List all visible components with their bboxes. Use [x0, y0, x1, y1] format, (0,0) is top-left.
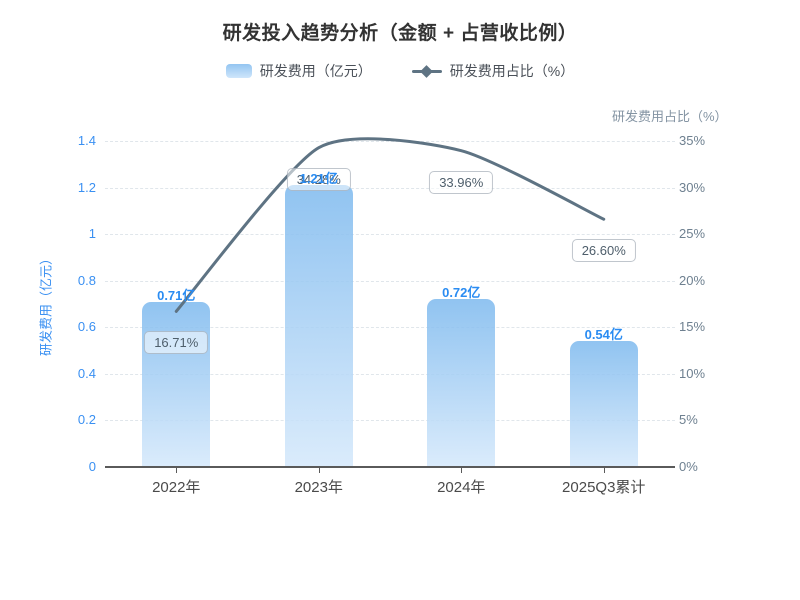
legend-item-bar-series[interactable]: 研发费用（亿元） [225, 61, 372, 81]
x-axis-label: 2025Q3累计 [562, 479, 646, 496]
x-axis-label: 2024年 [437, 479, 486, 496]
left-axis-title: 研发费用（亿元） [38, 251, 54, 357]
x-axis-label: 2023年 [294, 479, 343, 496]
legend-line-label: 研发费用占比（%） [449, 63, 575, 79]
line-series-swatch-icon [411, 64, 442, 78]
bar-value-label: 0.54亿 [584, 327, 623, 343]
right-tick-label: 0% [679, 459, 698, 474]
x-axis-tick [603, 467, 605, 473]
left-tick-label: 0.4 [77, 365, 96, 381]
left-tick-label: 1.4 [77, 133, 96, 148]
bar-value-label: 0.71亿 [157, 287, 196, 303]
left-tick-label: 1.2 [77, 179, 96, 195]
left-tick-label: 1 [88, 226, 96, 242]
percent-label: 16.71% [144, 331, 209, 355]
x-axis-tick [318, 467, 320, 473]
right-tick-label: 20% [679, 272, 706, 288]
legend-item-line-series[interactable]: 研发费用占比（%） [411, 61, 575, 81]
grid-line [105, 234, 675, 236]
left-tick-label: 0.8 [77, 272, 96, 288]
x-axis-label: 2022年 [152, 479, 201, 496]
bar-series-swatch-icon [225, 64, 252, 78]
bar-value-label: 0.72亿 [442, 285, 481, 301]
left-tick-label: 0.2 [77, 412, 96, 428]
chart-title: 研发投入趋势分析（金额 + 占营收比例） [222, 23, 578, 44]
bar[interactable] [284, 185, 353, 467]
right-tick-label: 5% [679, 412, 698, 428]
left-tick-label: 0.6 [77, 319, 96, 335]
legend-bar-label: 研发费用（亿元） [259, 63, 372, 79]
right-tick-label: 35% [679, 133, 706, 148]
grid-line [105, 373, 675, 375]
grid-line [105, 420, 675, 422]
x-axis-tick [176, 467, 178, 473]
right-axis-title: 研发费用占比（%） [612, 109, 728, 124]
bar-value-label: 1.21亿 [299, 171, 338, 187]
legend-diamond-marker-icon [420, 64, 434, 78]
right-tick-label: 10% [679, 365, 706, 381]
bar[interactable] [569, 341, 638, 467]
grid-line [105, 327, 675, 329]
right-tick-label: 25% [679, 226, 706, 242]
legend: 研发费用（亿元） 研发费用占比（%） [0, 61, 800, 81]
percent-label: 26.60% [571, 239, 636, 263]
percent-label: 33.96% [429, 170, 494, 194]
grid-line [105, 280, 675, 282]
bar[interactable] [142, 301, 211, 467]
trend-line-path [174, 137, 606, 313]
bar[interactable] [427, 299, 496, 467]
right-tick-label: 30% [679, 179, 706, 195]
right-tick-label: 15% [679, 319, 706, 335]
grid-line [105, 141, 675, 142]
grid-line [105, 187, 675, 189]
x-axis-line [105, 466, 675, 468]
x-axis-tick [461, 467, 463, 473]
left-tick-label: 0 [88, 459, 96, 474]
percent-label: 34.28% [286, 167, 351, 191]
